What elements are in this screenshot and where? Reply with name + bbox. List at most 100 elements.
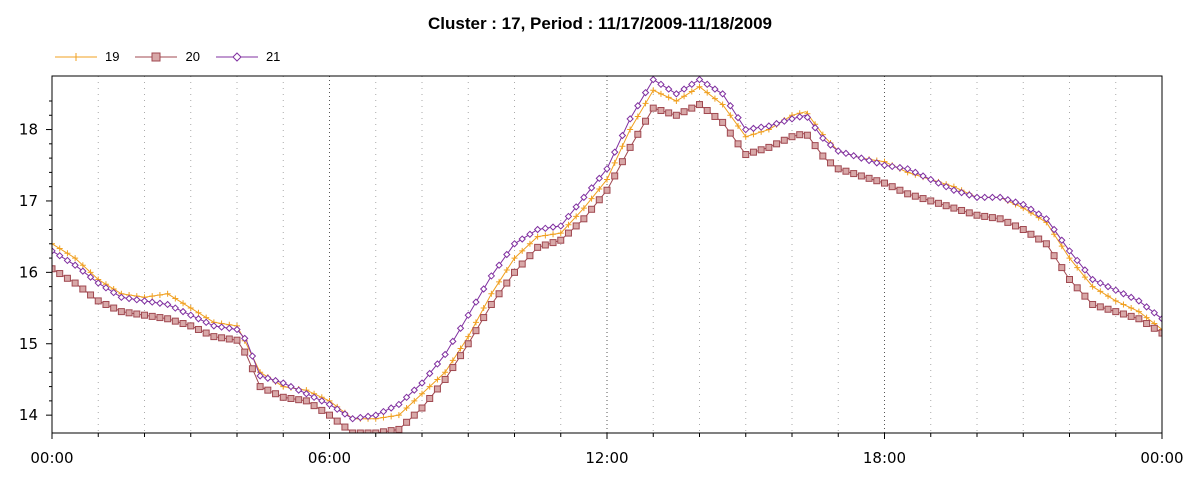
marker-21: [749, 124, 758, 133]
marker-20: [171, 317, 179, 325]
marker-21: [657, 80, 665, 89]
marker-19: [619, 143, 626, 150]
marker-20: [572, 222, 580, 230]
legend-swatch-19: [55, 52, 97, 61]
marker-19: [1089, 283, 1096, 290]
marker-20: [110, 304, 118, 312]
marker-21: [163, 300, 172, 309]
marker-20: [125, 309, 133, 317]
marker-20: [688, 104, 696, 112]
marker-20: [642, 117, 650, 125]
marker-19: [557, 230, 564, 237]
marker-21: [996, 193, 1004, 202]
marker-21: [210, 322, 218, 330]
marker-21: [1081, 266, 1089, 274]
marker-21: [780, 117, 788, 125]
marker-20: [988, 214, 996, 222]
marker-19: [711, 95, 718, 102]
marker-20: [911, 192, 919, 200]
marker-20: [164, 315, 172, 323]
marker-20: [873, 177, 881, 185]
marker-21: [618, 131, 627, 140]
marker-20: [302, 397, 310, 405]
marker-20: [218, 334, 226, 342]
marker-21: [1073, 256, 1081, 265]
marker-20: [287, 394, 295, 402]
marker-21: [811, 124, 819, 132]
marker-20: [441, 375, 449, 383]
marker-21: [526, 230, 534, 238]
marker-20: [1143, 320, 1151, 328]
marker-20: [102, 300, 110, 308]
marker-21: [426, 369, 434, 378]
marker-20: [657, 107, 665, 115]
marker-20: [711, 112, 719, 120]
marker-20: [965, 209, 973, 217]
marker-19: [457, 345, 464, 352]
marker-20: [526, 252, 534, 260]
marker-20: [1004, 218, 1012, 226]
marker-20: [457, 352, 465, 360]
marker-21: [896, 163, 904, 172]
marker-21: [1088, 275, 1097, 284]
marker-19: [465, 333, 472, 340]
series-layer: [52, 76, 1162, 433]
marker-21: [757, 123, 765, 131]
marker-19: [657, 90, 664, 97]
marker-19: [380, 414, 387, 421]
marker-21: [171, 304, 180, 312]
marker-20: [934, 199, 942, 207]
marker-20: [765, 143, 773, 151]
marker-19: [727, 112, 734, 119]
marker-19: [642, 100, 649, 107]
marker-19: [149, 293, 156, 300]
marker-19: [1128, 305, 1135, 312]
marker-20: [148, 312, 156, 320]
marker-21: [271, 376, 280, 385]
legend-swatch-20: [135, 52, 178, 61]
marker-21: [287, 382, 295, 391]
marker-19: [1135, 308, 1142, 315]
marker-19: [696, 83, 703, 90]
marker-21: [279, 379, 287, 387]
marker-20: [1012, 222, 1020, 230]
marker-19: [742, 133, 749, 140]
legend-item-19: 19: [55, 49, 119, 64]
marker-21: [56, 251, 64, 260]
marker-20: [487, 300, 495, 308]
marker-20: [603, 186, 611, 194]
marker-19: [419, 390, 425, 397]
marker-19: [704, 89, 711, 96]
marker-20: [464, 340, 472, 348]
marker-21: [79, 267, 87, 275]
marker-21: [626, 115, 634, 123]
marker-21: [649, 76, 657, 84]
marker-20: [564, 229, 572, 237]
y-tick-label: 15: [19, 335, 38, 353]
marker-19: [156, 291, 163, 298]
marker-20: [449, 364, 457, 372]
marker-20: [241, 348, 249, 356]
marker-21: [611, 148, 619, 156]
marker-19: [550, 231, 557, 238]
marker-20: [665, 109, 673, 117]
marker-20: [248, 365, 256, 373]
marker-20: [318, 406, 326, 414]
marker-20: [827, 159, 835, 167]
marker-20: [518, 260, 526, 268]
marker-19: [480, 305, 487, 312]
marker-20: [1027, 230, 1035, 238]
marker-20: [503, 279, 511, 287]
marker-21: [857, 154, 866, 162]
marker-21: [564, 212, 573, 221]
marker-19: [395, 412, 402, 419]
marker-20: [1119, 310, 1127, 318]
marker-21: [52, 247, 56, 255]
marker-21: [333, 405, 341, 413]
marker-19: [1081, 274, 1088, 281]
marker-20: [1081, 292, 1089, 300]
marker-19: [434, 376, 441, 383]
marker-20: [919, 195, 927, 203]
marker-21: [1127, 293, 1135, 302]
marker-21: [919, 172, 927, 180]
